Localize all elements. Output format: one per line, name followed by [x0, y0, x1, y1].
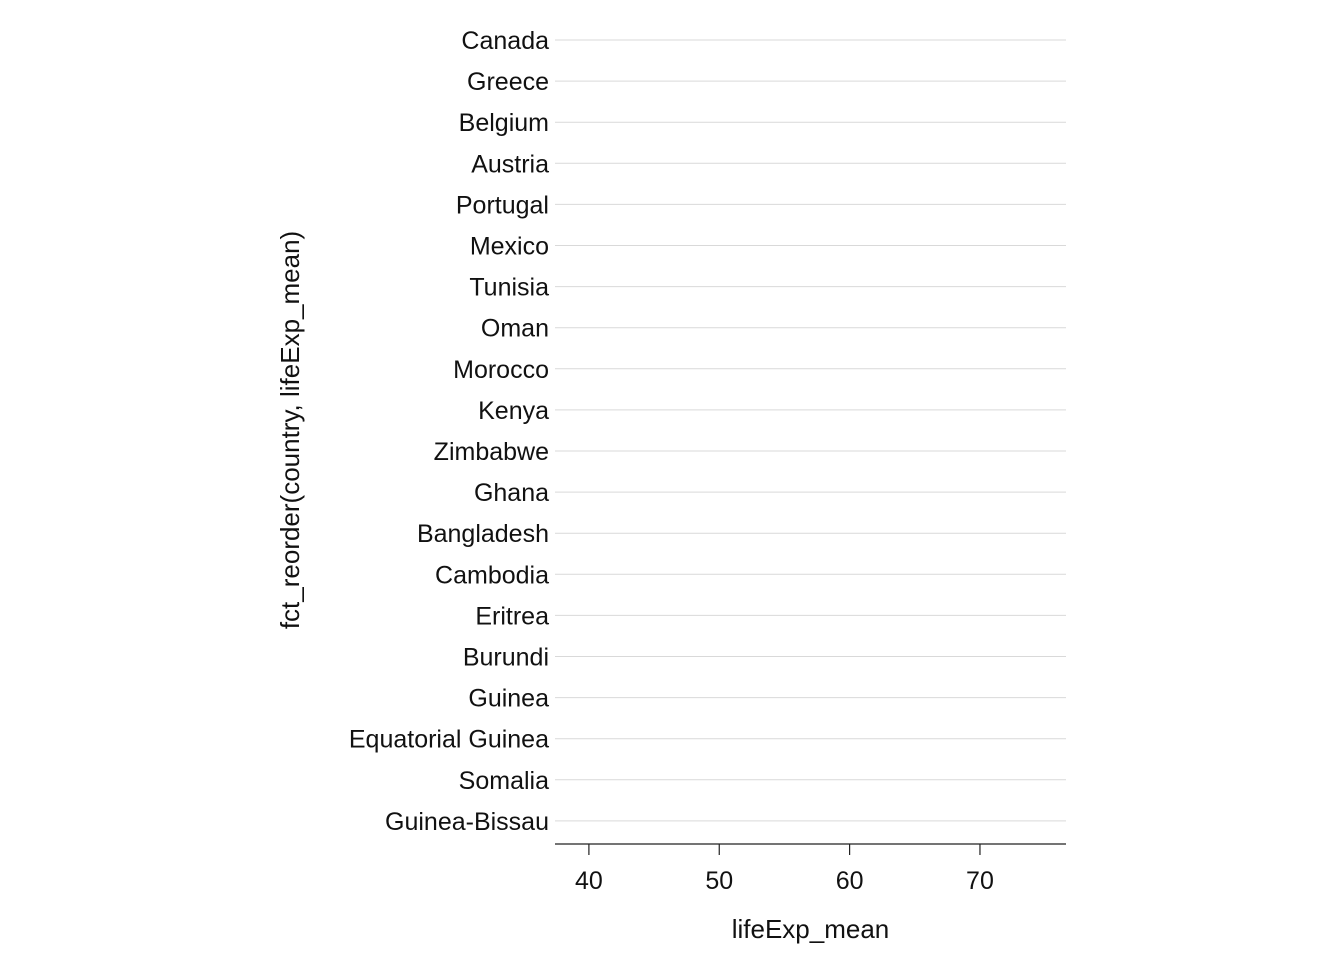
- y-tick-label: Belgium: [459, 109, 549, 137]
- y-axis-title: fct_reorder(country, lifeExp_mean): [275, 231, 305, 629]
- y-tick-label: Guinea: [468, 685, 549, 713]
- y-tick-label: Oman: [481, 315, 549, 343]
- y-tick-label: Tunisia: [469, 274, 549, 302]
- y-axis-labels: Canada Greece Belgium Austria Portugal Mexico…: [349, 27, 549, 836]
- y-tick-label: Morocco: [453, 356, 549, 384]
- x-axis-title: lifeExp_mean: [732, 914, 890, 944]
- y-tick-label: Canada: [461, 27, 549, 55]
- y-tick-label: Austria: [471, 150, 549, 178]
- y-tick-label: Zimbabwe: [434, 438, 549, 466]
- y-tick-label: Ghana: [474, 479, 549, 507]
- y-tick-label: Eritrea: [475, 602, 549, 630]
- x-tick-label: 40: [575, 867, 603, 895]
- y-tick-label: Bangladesh: [417, 520, 549, 548]
- y-tick-label: Kenya: [478, 397, 549, 425]
- y-tick-label: Guinea-Bissau: [385, 808, 549, 836]
- x-tick-label: 60: [836, 867, 864, 895]
- y-tick-label: Somalia: [459, 767, 549, 795]
- x-tick-label: 50: [705, 867, 733, 895]
- y-tick-label: Portugal: [456, 191, 549, 219]
- y-tick-label: Greece: [467, 68, 549, 96]
- y-tick-label: Equatorial Guinea: [349, 726, 549, 754]
- y-tick-label: Burundi: [463, 644, 549, 672]
- gridlines: [555, 39, 1066, 822]
- y-tick-label: Mexico: [470, 233, 549, 261]
- x-axis-ticks: 40 50 60 70: [575, 844, 994, 895]
- y-tick-label: Cambodia: [435, 561, 549, 589]
- x-tick-label: 70: [966, 867, 994, 895]
